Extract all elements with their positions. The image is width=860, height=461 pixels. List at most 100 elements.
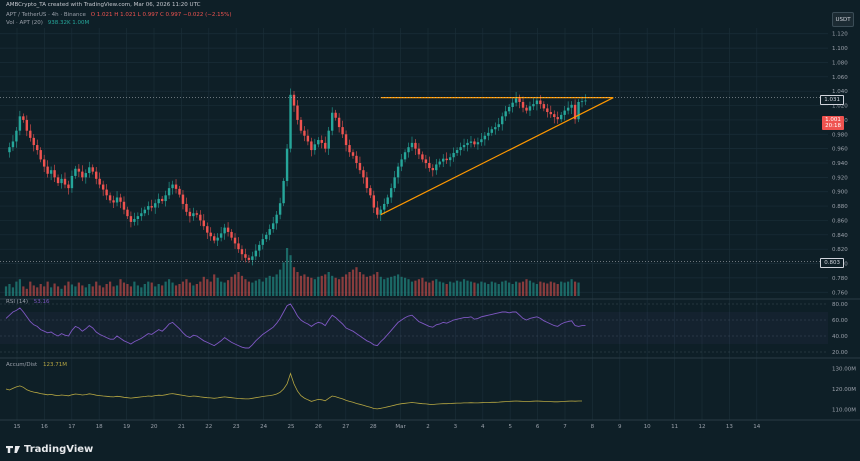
x-tick-label: 11 — [671, 424, 678, 430]
support-price-tag: 0.803 — [820, 258, 844, 268]
x-tick-label: 2 — [426, 424, 430, 430]
candle-body — [518, 98, 521, 102]
volume-bar — [490, 281, 493, 296]
rsi-legend[interactable]: RSI (14) 53.16 — [6, 299, 49, 305]
volume-bar — [327, 272, 330, 296]
volume-label[interactable]: Vol · APT (20) — [6, 20, 43, 26]
x-tick-label: 18 — [96, 424, 103, 430]
candle-body — [403, 152, 407, 160]
rsi-tick-label: 40.00 — [832, 334, 848, 340]
candle-body — [251, 256, 254, 260]
candle-body — [88, 167, 91, 174]
volume-bar — [133, 281, 136, 296]
volume-bar — [181, 281, 185, 296]
candle-body — [101, 184, 105, 190]
volume-bar — [473, 282, 476, 296]
volume-bar — [251, 282, 254, 296]
volume-bar — [570, 279, 573, 296]
x-tick-label: 26 — [315, 424, 322, 430]
x-tick-label: 20 — [151, 424, 158, 430]
candle-body — [344, 134, 348, 146]
volume-bar — [560, 281, 563, 296]
volume-bar — [397, 274, 400, 296]
candle-body — [497, 124, 500, 128]
rsi-pane: 80.00 60.00 40.00 20.00 — [0, 302, 848, 356]
volume-bar — [407, 279, 410, 296]
symbol-legend[interactable]: APT / TetherUS · 4h · Binance O 1.021 H … — [6, 11, 232, 19]
volume-bar — [452, 282, 455, 296]
x-tick-label: 16 — [41, 424, 48, 430]
volume-bar — [521, 281, 525, 296]
candle-body — [320, 140, 323, 143]
volume-bar — [501, 281, 504, 296]
volume-bar — [549, 281, 552, 296]
rsi-label[interactable]: RSI (14) — [6, 299, 28, 305]
candle-body — [115, 197, 119, 203]
volume-bar — [386, 277, 389, 296]
candle-body — [160, 198, 164, 202]
candle-body — [337, 117, 341, 128]
volume-bar — [514, 281, 518, 296]
volume-bar — [577, 282, 580, 296]
volume-bar — [331, 275, 334, 296]
volume-bar — [126, 284, 129, 296]
symbol-label[interactable]: APT / TetherUS · 4h · Binance — [6, 12, 86, 18]
volume-legend[interactable]: Vol · APT (20) 938.32K 1.00M — [6, 19, 89, 27]
last-price-countdown: 20:18 — [825, 123, 841, 129]
volume-bar — [383, 279, 386, 296]
volume-bar — [8, 284, 11, 296]
tradingview-watermark[interactable]: TradingView — [6, 444, 93, 455]
y-tick-label: 0.940 — [832, 161, 848, 167]
ad-label[interactable]: Accum/Dist — [6, 362, 38, 368]
candle-body — [521, 101, 525, 108]
volume-bar — [310, 277, 313, 296]
candle-body — [379, 209, 382, 215]
volume-bar — [143, 284, 146, 296]
x-tick-label: 21 — [178, 424, 185, 430]
volume-bar — [351, 269, 355, 296]
volume-bar — [22, 286, 25, 296]
volume-bar — [285, 248, 289, 296]
x-tick-label: 6 — [536, 424, 540, 430]
candle-body — [292, 94, 296, 106]
volume-bar — [355, 267, 358, 296]
ohlc-values: O 1.021 H 1.021 L 0.997 C 0.997 −0.022 (… — [90, 12, 232, 18]
volume-bar — [317, 276, 320, 296]
candle-body — [150, 206, 153, 208]
volume-bar — [421, 277, 424, 296]
volume-bar — [403, 277, 407, 296]
currency-button[interactable]: USDT — [832, 12, 854, 27]
candle-body — [105, 189, 108, 196]
candle-body — [60, 178, 63, 184]
volume-bar — [334, 277, 337, 296]
volume-bar — [459, 281, 462, 296]
last-price-tag: 1.001 20:18 — [822, 116, 844, 130]
volume-bar — [32, 285, 35, 296]
candle-body — [143, 209, 146, 214]
candle-body — [230, 231, 233, 238]
volume-bar — [563, 282, 566, 296]
candle-body — [341, 127, 344, 135]
candle-body — [129, 216, 133, 222]
candle-body — [36, 145, 39, 151]
candle-body — [53, 170, 56, 178]
ad-legend[interactable]: Accum/Dist 123.71M — [6, 362, 67, 368]
x-tick-label: 8 — [591, 424, 595, 430]
volume-bar — [53, 283, 56, 296]
candle-body — [445, 158, 448, 161]
volume-bar — [469, 281, 473, 296]
candle-body — [556, 117, 559, 120]
volume-bar — [272, 276, 275, 296]
candle-body — [77, 168, 81, 172]
volume-bar — [369, 275, 372, 296]
candle-body — [192, 213, 195, 217]
volume-bar — [39, 284, 42, 296]
watermark-text: TradingView — [24, 444, 94, 455]
volume-bar — [362, 274, 365, 296]
volume-bar — [518, 282, 521, 296]
candle-body — [178, 188, 181, 195]
candle-body — [63, 178, 67, 185]
x-tick-label: 24 — [260, 424, 267, 430]
candle-body — [362, 170, 365, 178]
